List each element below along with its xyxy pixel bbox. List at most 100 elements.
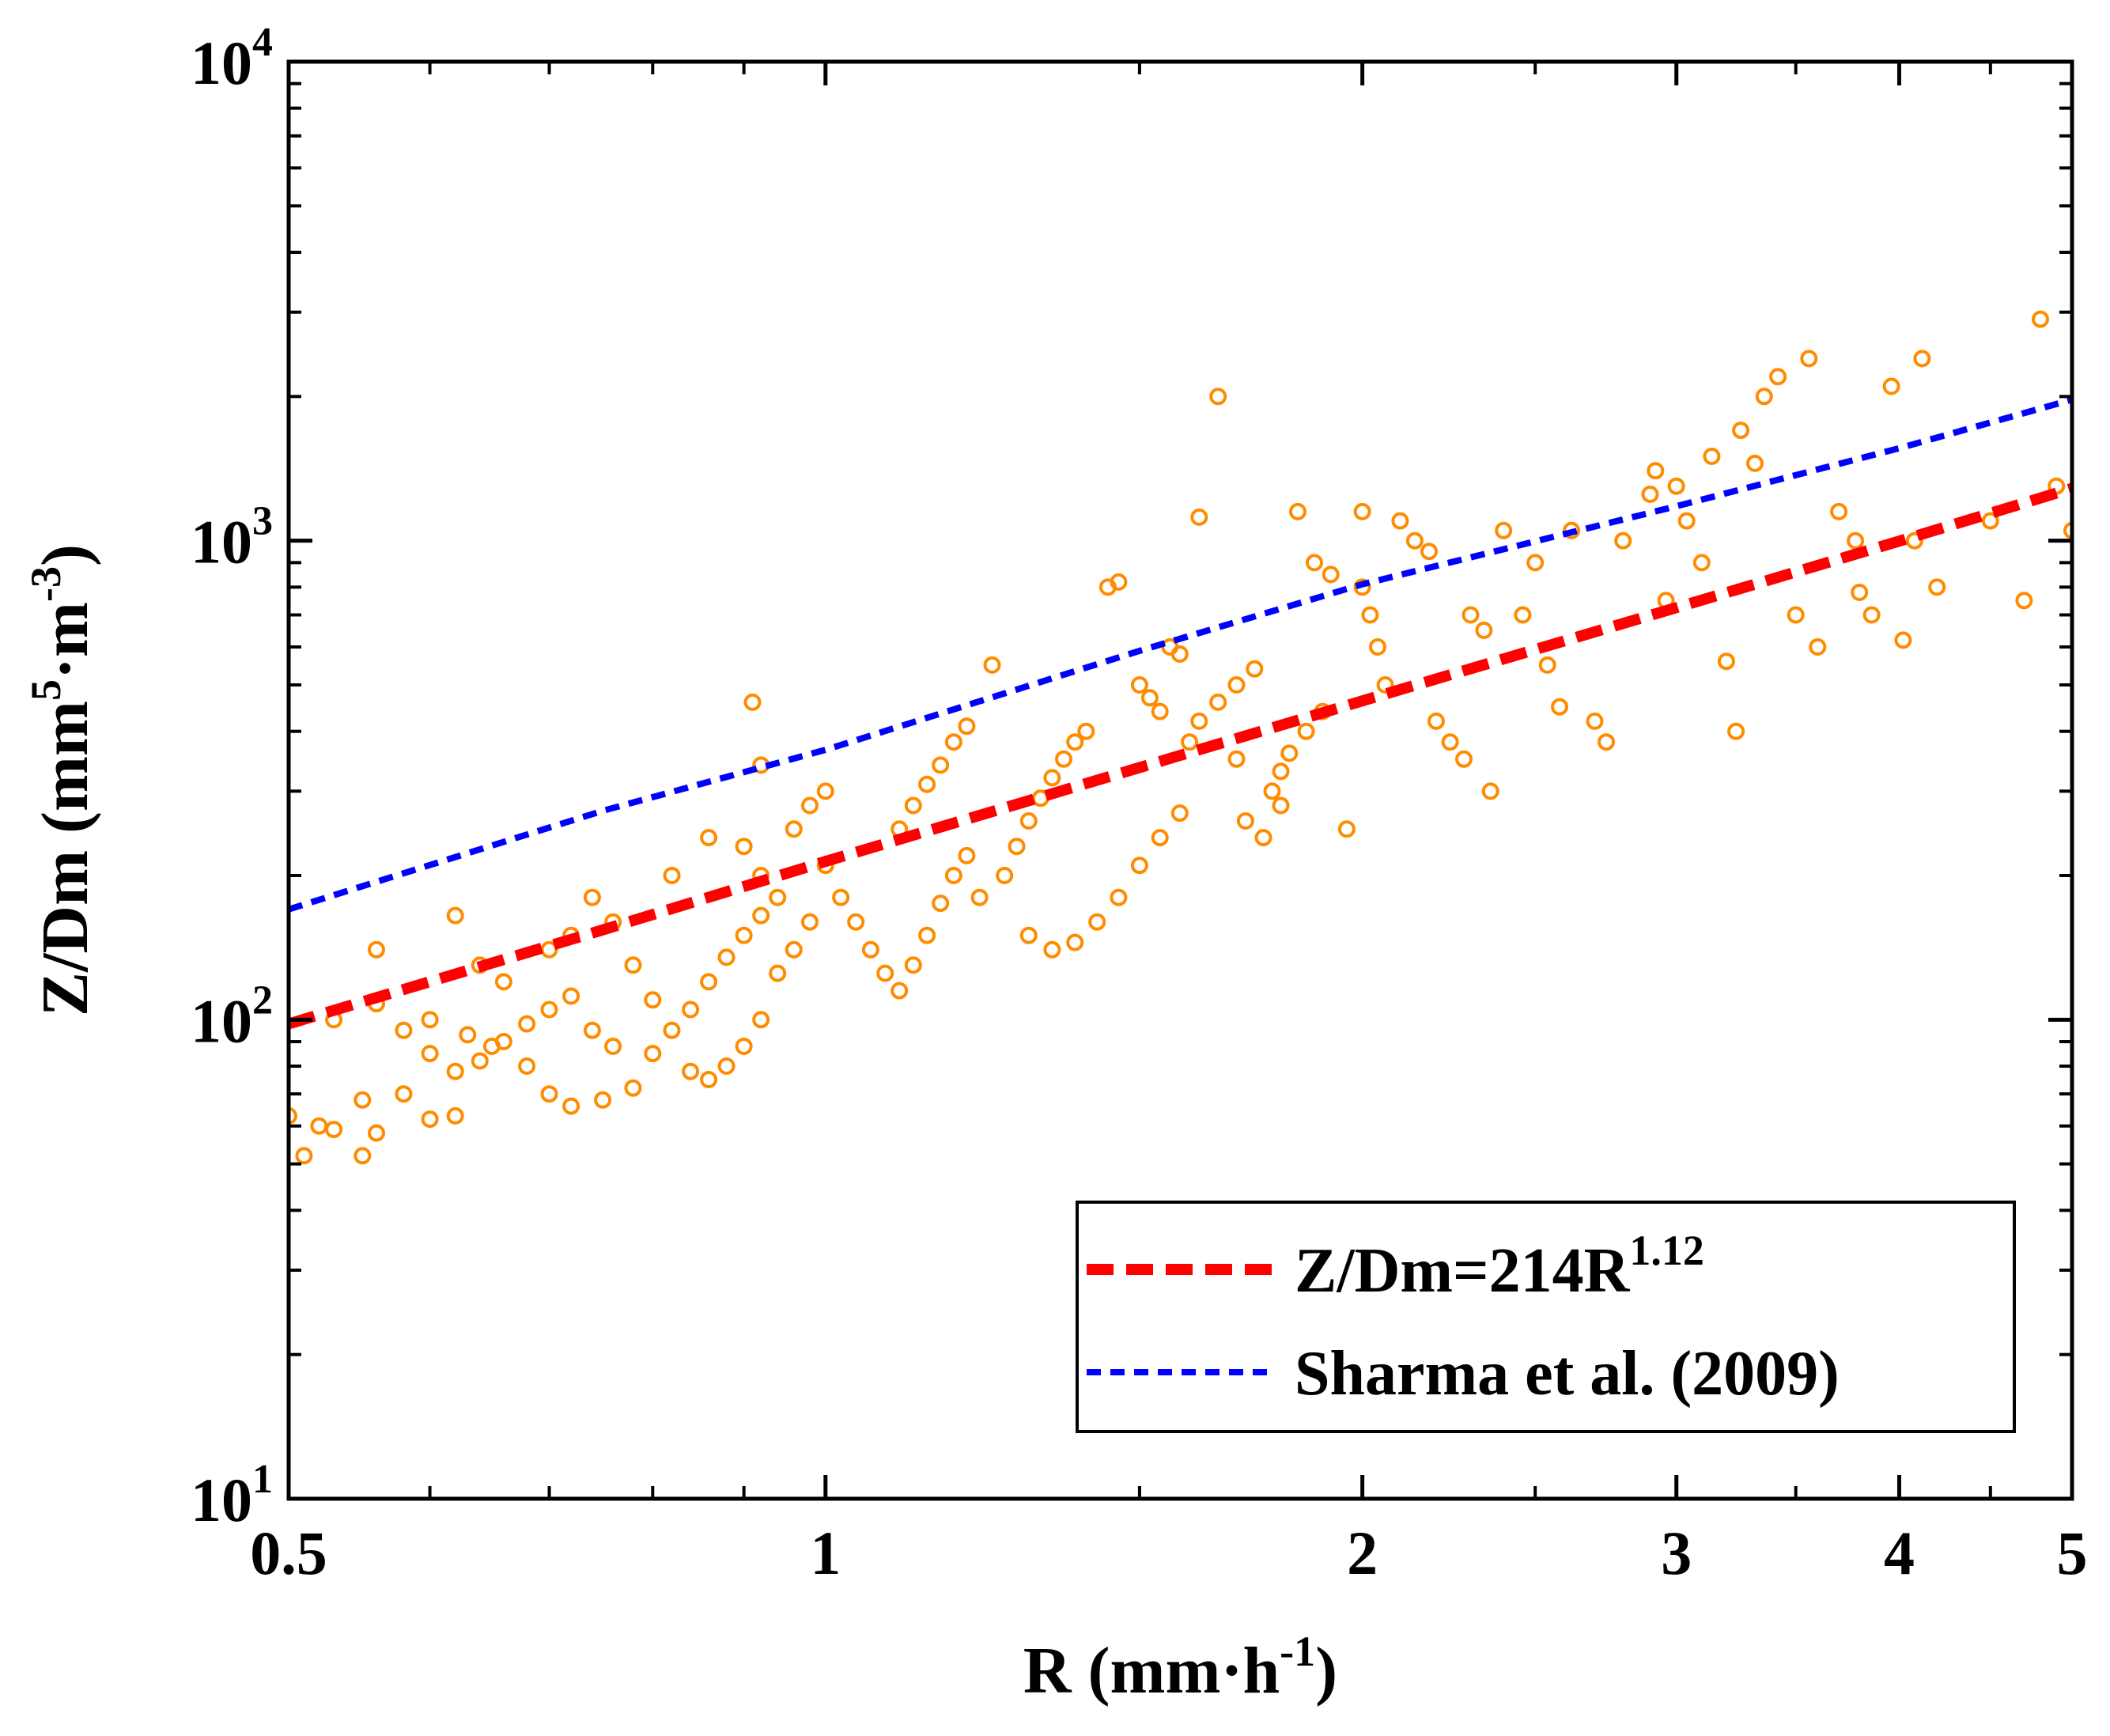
scatter-point	[752, 906, 770, 925]
x-tick-label: 3	[1661, 1519, 1692, 1587]
scatter-point	[1755, 388, 1773, 406]
scatter-point	[1551, 698, 1568, 716]
legend-box	[1076, 1201, 2016, 1433]
scatter-point	[1928, 578, 1946, 596]
series-layer	[289, 310, 2072, 1165]
scatter-point	[583, 888, 601, 906]
scatter-point	[459, 1026, 477, 1044]
scatter-point	[1851, 584, 1869, 601]
legend-label: Sharma et al. (2009)	[1295, 1339, 1840, 1409]
scatter-point	[970, 888, 989, 906]
scatter-point	[1455, 750, 1473, 768]
scatter-point	[1209, 693, 1227, 711]
scatter-point	[540, 1000, 558, 1019]
scatter-point	[944, 867, 962, 884]
scatter-point	[1066, 933, 1084, 951]
scatter-point	[1746, 454, 1764, 472]
scatter-point	[1692, 554, 1711, 572]
scatter-point	[1272, 762, 1290, 781]
scatter-point	[904, 796, 922, 815]
scatter-point	[354, 1091, 372, 1109]
scatter-point	[2015, 592, 2033, 610]
scatter-point	[310, 1117, 328, 1135]
scatter-point	[1227, 676, 1246, 694]
scatter-point	[1263, 782, 1281, 800]
scatter-point	[421, 1045, 439, 1063]
legend-label: Z/Dm=214R1.12	[1295, 1227, 1704, 1306]
scatter-point	[1441, 733, 1459, 751]
x-tick-label: 1	[810, 1519, 841, 1587]
scatter-point	[769, 964, 787, 982]
y-tick-label: 103	[191, 499, 273, 577]
scatter-point	[700, 829, 718, 847]
scatter-point	[518, 1015, 536, 1033]
x-tick-label: 5	[2057, 1519, 2088, 1587]
scatter-point	[494, 973, 512, 991]
scatter-point	[1703, 448, 1721, 465]
scatter-point	[1246, 660, 1264, 678]
scatter-point	[1289, 502, 1306, 520]
scatter-point	[1376, 676, 1394, 694]
scatter-point	[644, 991, 662, 1009]
scatter-point	[1043, 769, 1061, 787]
scatter-point	[1110, 888, 1128, 906]
ticks-layer: 0.5 1 2 3 4 5 101 102 103 104	[191, 20, 2088, 1587]
x-axis-title: R (mm·h-1)	[1023, 1628, 1337, 1708]
scatter-point	[785, 820, 803, 838]
scatter-point	[1088, 913, 1106, 931]
scatter-point	[801, 796, 819, 815]
scatter-point	[1190, 712, 1208, 730]
scatter-point	[1369, 638, 1386, 656]
scatter-point	[1514, 606, 1532, 624]
scatter-point	[368, 940, 385, 959]
scatter-point	[752, 1011, 770, 1029]
scatter-point	[583, 1021, 601, 1039]
scatter-point	[1043, 940, 1061, 959]
scatter-point	[816, 782, 834, 800]
scatter-point	[1170, 804, 1189, 823]
scatter-point	[1236, 812, 1254, 830]
scatter-point	[624, 1079, 642, 1097]
y-tick-label: 101	[191, 1457, 273, 1534]
scatter-point	[1254, 829, 1272, 847]
scatter-point	[1008, 838, 1026, 856]
scatter-point	[1677, 512, 1696, 530]
scatter-point	[918, 775, 936, 793]
scatter-point	[1717, 652, 1735, 671]
scatter-point	[1461, 606, 1480, 624]
scatter-point	[1641, 486, 1659, 503]
scatter-point	[1280, 744, 1299, 762]
scatter-point	[1077, 722, 1095, 740]
scatter-point	[325, 1121, 343, 1139]
scatter-point	[354, 1147, 372, 1165]
scatter-point	[1420, 543, 1438, 561]
scatter-point	[1847, 531, 1865, 550]
scatter-point	[735, 838, 753, 856]
scatter-point	[1598, 733, 1615, 751]
x-tick-label: 0.5	[250, 1519, 327, 1587]
plot-frame	[286, 59, 2074, 1501]
y-tick-label: 102	[191, 978, 273, 1055]
scatter-point	[717, 948, 735, 966]
scatter-point	[1181, 733, 1199, 751]
scatter-point	[395, 1085, 413, 1103]
scatter-point	[801, 913, 819, 931]
scatter-point	[518, 1057, 536, 1075]
scatter-point	[944, 733, 962, 751]
scatter-point	[1019, 926, 1038, 944]
scatter-point	[1066, 733, 1084, 751]
scatter-point	[2032, 310, 2049, 328]
scatter-point	[1787, 606, 1805, 624]
legend: Z/Dm=214R1.12 Sharma et al. (2009)	[1076, 1201, 2016, 1433]
scatter-point	[295, 1147, 313, 1165]
scatter-point	[604, 1038, 622, 1055]
scatter-point	[1894, 631, 1912, 649]
y-axis-title: Z/Dm (mm5·m-3)	[22, 544, 102, 1016]
scatter-point	[395, 1021, 413, 1039]
scatter-point	[918, 926, 936, 944]
scatter-point	[1353, 502, 1371, 520]
scatter-point	[1830, 502, 1848, 520]
scatter-point	[1209, 388, 1227, 406]
